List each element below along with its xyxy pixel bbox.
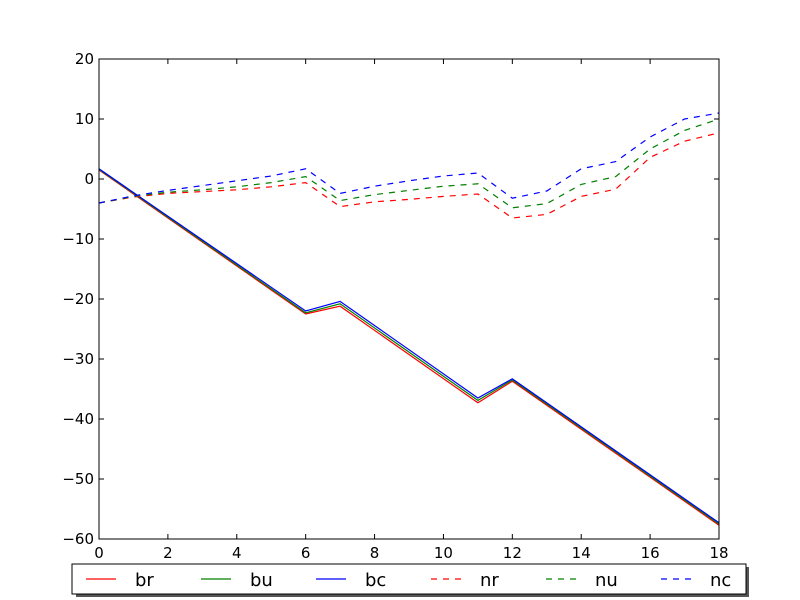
x-tick-label: 14 (572, 544, 591, 562)
y-tick-label: 10 (75, 110, 94, 128)
y-tick-label: −60 (62, 530, 94, 548)
x-tick-label: 10 (434, 544, 453, 562)
tick-layer: 0 2 4 6 8 10 12 14 16 18 20 10 0 −10 −20 −30 −40 −50 −60 (62, 50, 728, 562)
y-tick-label: −30 (62, 350, 94, 368)
series-line-br (98, 169, 720, 526)
plot-frame (98, 58, 720, 540)
legend-label-nc: nc (710, 570, 731, 591)
x-tick-label: 12 (503, 544, 522, 562)
legend-label-nu: nu (595, 570, 618, 591)
x-tick-label: 0 (94, 544, 104, 562)
x-tick-label: 2 (163, 544, 173, 562)
y-tick-label: −20 (62, 290, 94, 308)
x-tick-label: 18 (709, 544, 728, 562)
series-line-nr (98, 132, 720, 219)
series-line-nu (98, 118, 720, 209)
legend-label-nr: nr (480, 570, 499, 591)
y-tick-label: 0 (84, 170, 94, 188)
x-tick-label: 6 (301, 544, 311, 562)
series-layer (98, 112, 720, 526)
y-tick-label: −10 (62, 230, 94, 248)
x-tick-label: 16 (641, 544, 660, 562)
legend-box (71, 563, 747, 595)
y-tick-label: 20 (75, 50, 94, 68)
legend-label-bc: bc (365, 570, 386, 591)
y-tick-label: −40 (62, 410, 94, 428)
series-line-bc (98, 168, 720, 524)
legend: br bu bc nr nu nc (71, 563, 749, 597)
x-tick-label: 8 (370, 544, 380, 562)
x-tick-label: 4 (232, 544, 242, 562)
legend-label-br: br (135, 570, 154, 591)
legend-label-bu: bu (250, 570, 273, 591)
series-line-bu (98, 168, 720, 525)
y-tick-label: −50 (62, 470, 94, 488)
series-line-nc (98, 112, 720, 204)
